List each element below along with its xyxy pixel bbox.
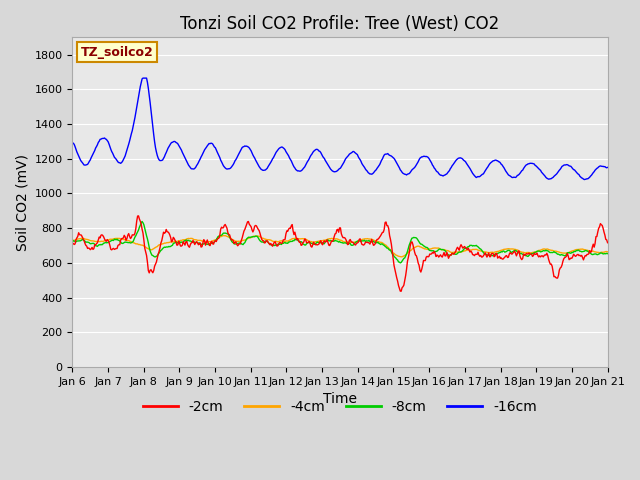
- Text: TZ_soilco2: TZ_soilco2: [81, 46, 153, 59]
- Legend: -2cm, -4cm, -8cm, -16cm: -2cm, -4cm, -8cm, -16cm: [138, 394, 543, 420]
- Title: Tonzi Soil CO2 Profile: Tree (West) CO2: Tonzi Soil CO2 Profile: Tree (West) CO2: [180, 15, 500, 33]
- Y-axis label: Soil CO2 (mV): Soil CO2 (mV): [15, 154, 29, 251]
- X-axis label: Time: Time: [323, 392, 357, 406]
